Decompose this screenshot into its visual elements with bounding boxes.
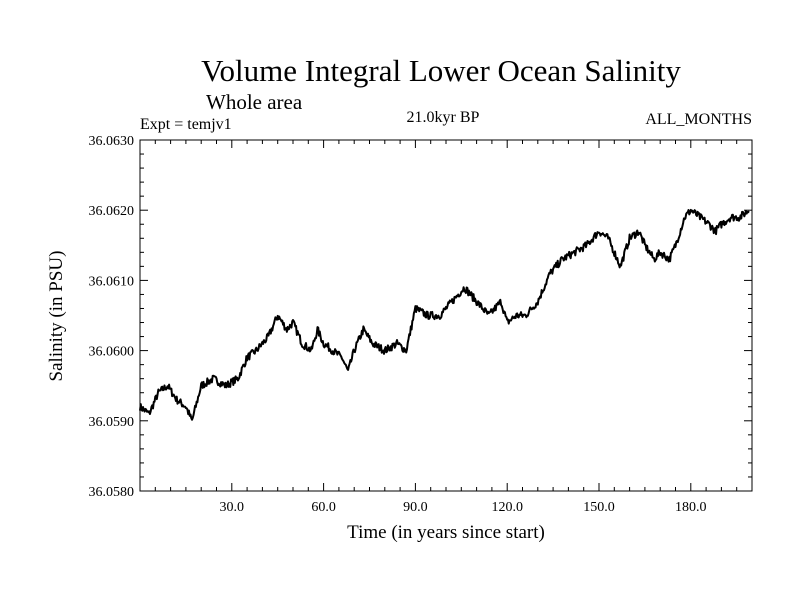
y-tick-label: 36.0630 <box>89 134 135 149</box>
x-tick-label: 120.0 <box>491 500 523 515</box>
y-axis-title: Salinity (in PSU) <box>46 251 67 382</box>
chart-title: Volume Integral Lower Ocean Salinity <box>201 53 681 88</box>
plot-frame <box>139 139 753 492</box>
x-tick-label: 150.0 <box>583 500 615 515</box>
period-label: 21.0kyr BP <box>407 109 480 126</box>
chart-subtitle: Whole area <box>206 90 303 114</box>
x-tick-label: 30.0 <box>220 500 245 515</box>
salinity-series-line <box>139 208 750 421</box>
x-axis: 30.0 60.0 90.0 120.0 150.0 180.0 <box>154 140 738 515</box>
months-label: ALL_MONTHS <box>645 111 752 128</box>
y-tick-label: 36.0580 <box>89 485 135 500</box>
x-tick-label: 180.0 <box>675 500 707 515</box>
x-axis-title: Time (in years since start) <box>347 522 545 543</box>
x-tick-label: 60.0 <box>311 500 336 515</box>
x-tick-label: 90.0 <box>403 500 428 515</box>
y-tick-label: 36.0600 <box>89 345 135 360</box>
experiment-label: Expt = temjv1 <box>140 116 232 133</box>
y-tick-label: 36.0610 <box>89 274 135 289</box>
y-axis: 36.0580 36.0590 36.0600 36.0610 36.0620 36.06… <box>89 134 752 500</box>
y-tick-label: 36.0590 <box>89 415 135 430</box>
y-tick-label: 36.0620 <box>89 204 135 219</box>
